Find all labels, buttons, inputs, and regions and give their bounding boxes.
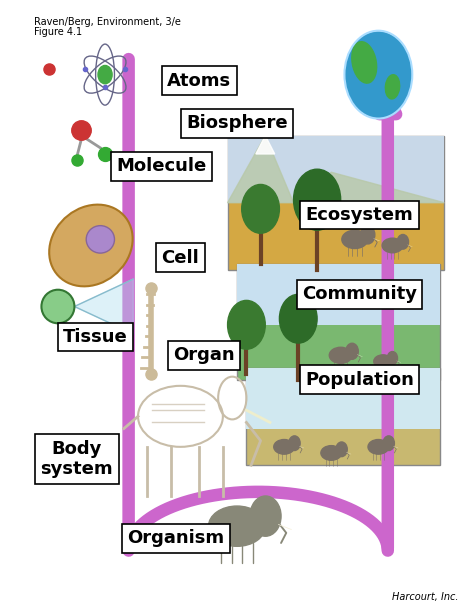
Text: Population: Population <box>305 371 414 389</box>
FancyBboxPatch shape <box>246 368 439 465</box>
Circle shape <box>293 169 341 230</box>
Text: Raven/Berg, Environment, 3/e: Raven/Berg, Environment, 3/e <box>35 17 181 26</box>
Ellipse shape <box>385 75 400 99</box>
Ellipse shape <box>209 506 265 546</box>
Polygon shape <box>228 135 444 203</box>
Ellipse shape <box>352 42 377 83</box>
Ellipse shape <box>392 354 396 361</box>
Circle shape <box>346 32 411 117</box>
Ellipse shape <box>351 346 357 355</box>
Polygon shape <box>256 135 275 154</box>
Text: Figure 4.1: Figure 4.1 <box>35 27 82 37</box>
Ellipse shape <box>402 237 407 245</box>
Circle shape <box>98 66 112 84</box>
Ellipse shape <box>86 226 115 253</box>
Ellipse shape <box>321 446 342 460</box>
Circle shape <box>250 496 281 536</box>
Ellipse shape <box>342 230 368 248</box>
Circle shape <box>228 300 265 349</box>
Text: Molecule: Molecule <box>117 157 207 175</box>
Ellipse shape <box>264 503 277 526</box>
Ellipse shape <box>41 290 74 323</box>
Circle shape <box>387 351 398 365</box>
FancyBboxPatch shape <box>237 264 439 379</box>
Polygon shape <box>74 279 133 334</box>
Circle shape <box>361 226 375 244</box>
Ellipse shape <box>274 440 294 454</box>
Circle shape <box>336 442 347 457</box>
Bar <box>237 264 439 325</box>
Ellipse shape <box>341 444 346 453</box>
Ellipse shape <box>49 205 133 286</box>
Ellipse shape <box>374 355 392 368</box>
Text: Ecosystem: Ecosystem <box>306 206 413 224</box>
Circle shape <box>242 185 279 234</box>
Ellipse shape <box>329 347 352 364</box>
Text: Cell: Cell <box>162 249 200 267</box>
Ellipse shape <box>382 238 403 253</box>
Ellipse shape <box>388 438 393 447</box>
FancyBboxPatch shape <box>228 135 444 270</box>
Text: Organism: Organism <box>127 530 224 547</box>
Text: Tissue: Tissue <box>63 328 128 346</box>
Text: Biosphere: Biosphere <box>186 115 288 132</box>
Circle shape <box>289 436 300 451</box>
Circle shape <box>279 294 317 343</box>
Circle shape <box>383 436 394 451</box>
Text: Organ: Organ <box>173 346 235 364</box>
Circle shape <box>346 343 358 359</box>
Ellipse shape <box>294 438 299 447</box>
Text: Body
system: Body system <box>40 440 113 479</box>
Bar <box>246 368 439 428</box>
Text: Community: Community <box>302 285 417 303</box>
Bar <box>228 135 444 203</box>
Circle shape <box>397 235 409 249</box>
Text: Harcourt, Inc.: Harcourt, Inc. <box>392 592 458 603</box>
Text: Atoms: Atoms <box>167 72 231 89</box>
Ellipse shape <box>368 440 389 454</box>
Ellipse shape <box>367 229 373 239</box>
